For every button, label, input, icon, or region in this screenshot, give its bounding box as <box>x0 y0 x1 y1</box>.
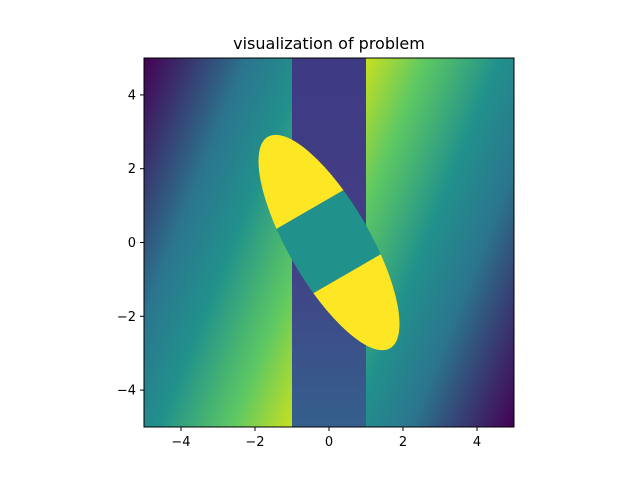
x-tick-label: −4 <box>171 435 190 450</box>
heatmap-region-right <box>366 58 514 427</box>
x-tick-label: −2 <box>245 435 264 450</box>
x-tick-label: 4 <box>473 435 481 450</box>
heatmap-region-left <box>144 58 292 427</box>
y-tick-label: −4 <box>117 384 136 399</box>
chart-title: visualization of problem <box>233 34 425 53</box>
x-tick-label: 2 <box>399 435 407 450</box>
y-tick-label: −2 <box>117 310 136 325</box>
y-tick-label: 4 <box>128 88 136 103</box>
y-tick-label: 2 <box>128 162 136 177</box>
x-tick-label: 0 <box>325 435 333 450</box>
y-tick-label: 0 <box>128 236 136 251</box>
